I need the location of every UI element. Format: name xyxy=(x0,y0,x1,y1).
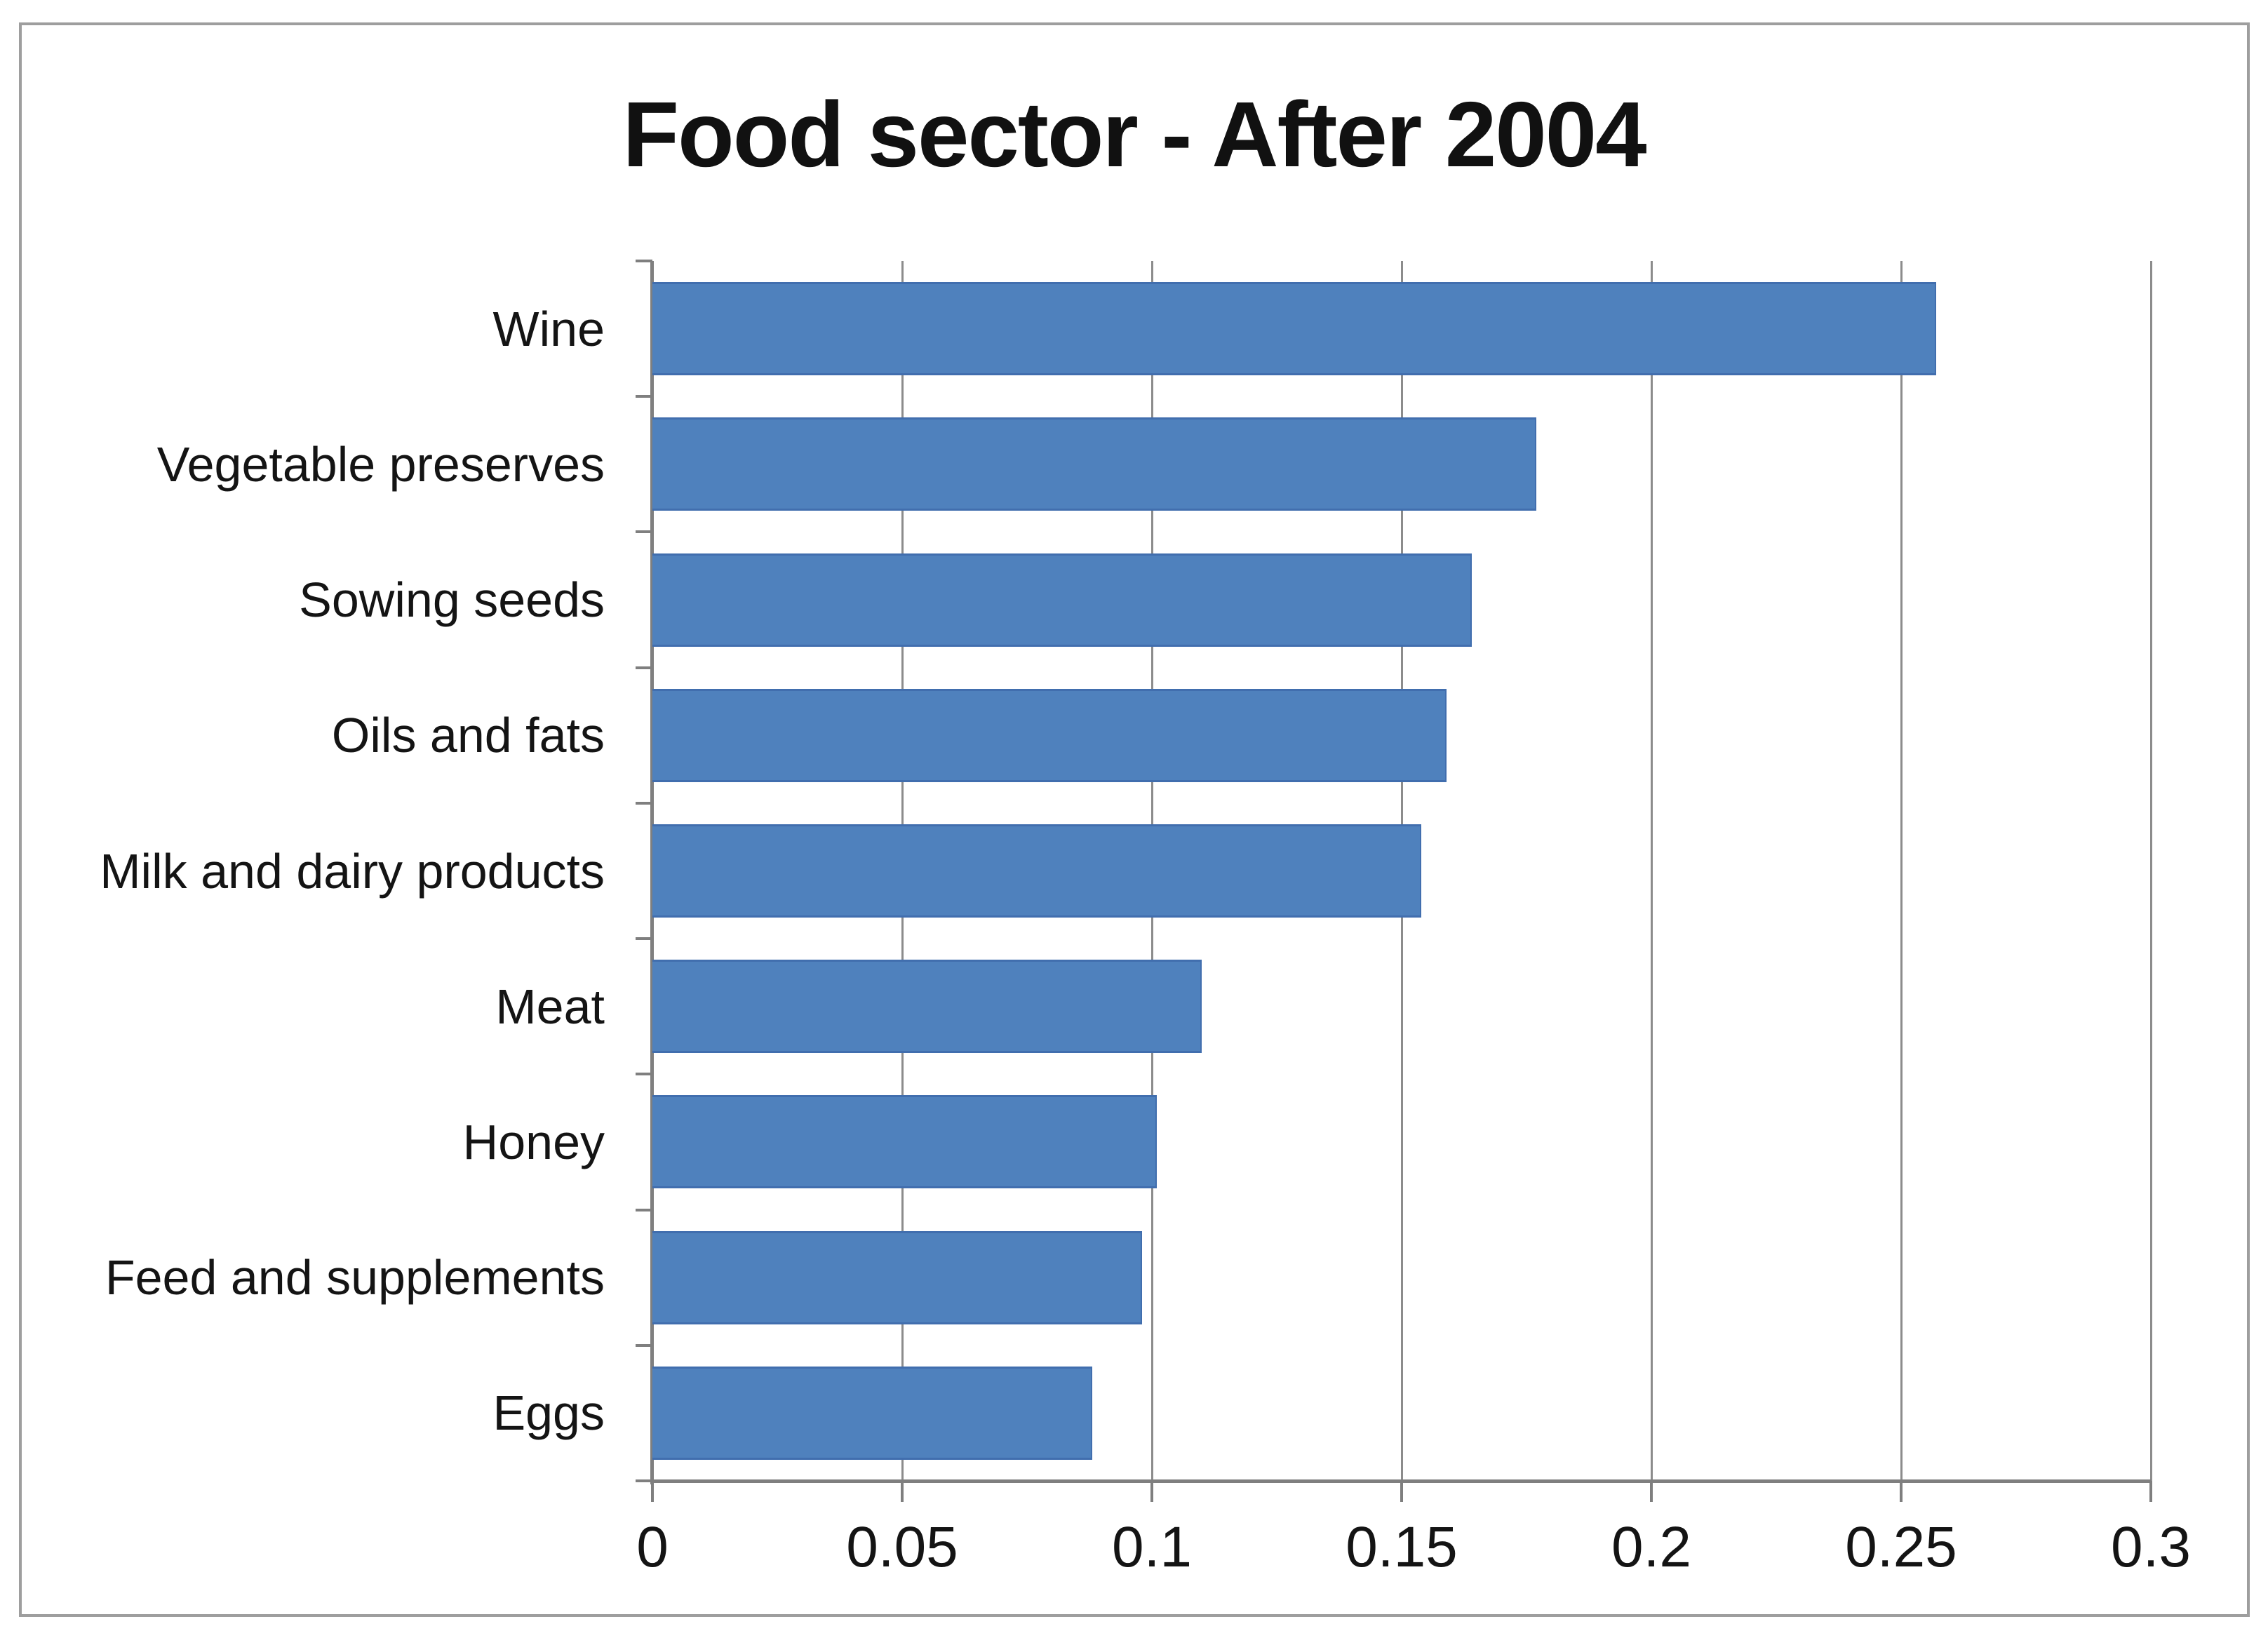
y-axis-tick xyxy=(636,1208,652,1211)
x-axis-tick xyxy=(651,1481,654,1502)
x-axis-tick xyxy=(1150,1481,1153,1502)
y-axis-tick xyxy=(636,1073,652,1076)
y-axis-tick xyxy=(636,801,652,805)
x-axis-tick xyxy=(901,1481,904,1502)
bar-honey xyxy=(652,1095,1158,1189)
x-axis-tick xyxy=(1900,1481,1903,1502)
bar-wine xyxy=(652,282,1936,376)
category-label-vegetable-preserves: Vegetable preserves xyxy=(156,436,605,492)
x-axis-tick-label: 0 xyxy=(636,1515,669,1579)
category-label-milk-and-dairy-products: Milk and dairy products xyxy=(100,843,605,899)
bar-oils-and-fats xyxy=(652,688,1447,782)
x-axis-line xyxy=(650,1479,2151,1483)
category-label-eggs: Eggs xyxy=(492,1385,605,1441)
x-axis-tick-label: 0.05 xyxy=(846,1515,958,1579)
y-axis-tick xyxy=(636,666,652,669)
y-axis-line xyxy=(650,261,654,1484)
x-axis-tick xyxy=(1400,1481,1403,1502)
x-axis-tick-label: 0.25 xyxy=(1845,1515,1957,1579)
gridline xyxy=(1651,261,1653,1481)
bar-feed-and-supplements xyxy=(652,1230,1142,1324)
x-axis-tick-label: 0.15 xyxy=(1346,1515,1458,1579)
category-label-meat: Meat xyxy=(495,979,605,1034)
bar-milk-and-dairy-products xyxy=(652,824,1422,918)
y-axis-tick xyxy=(636,937,652,941)
category-label-sowing-seeds: Sowing seeds xyxy=(299,572,605,628)
bar-vegetable-preserves xyxy=(652,417,1537,511)
y-axis-tick xyxy=(636,395,652,398)
y-axis-tick xyxy=(636,1479,652,1482)
gridline xyxy=(2150,261,2152,1481)
category-label-wine: Wine xyxy=(492,301,605,356)
category-label-oils-and-fats: Oils and fats xyxy=(331,708,605,763)
chart-title: Food sector - After 2004 xyxy=(622,83,1646,186)
y-axis-tick xyxy=(636,1343,652,1347)
y-axis-tick xyxy=(636,260,652,262)
bar-meat xyxy=(652,960,1202,1054)
x-axis-tick xyxy=(2149,1481,2152,1502)
bar-eggs xyxy=(652,1366,1092,1460)
x-axis-tick-label: 0.2 xyxy=(1611,1515,1691,1579)
x-axis-tick-label: 0.3 xyxy=(2111,1515,2191,1579)
x-axis-tick xyxy=(1650,1481,1653,1502)
y-axis-tick xyxy=(636,530,652,534)
category-label-feed-and-supplements: Feed and supplements xyxy=(105,1250,605,1305)
x-axis-tick-label: 0.1 xyxy=(1112,1515,1192,1579)
gridline xyxy=(1900,261,1903,1481)
bar-sowing-seeds xyxy=(652,553,1472,647)
chart-outer-frame xyxy=(19,22,2250,1617)
category-label-honey: Honey xyxy=(462,1114,605,1169)
